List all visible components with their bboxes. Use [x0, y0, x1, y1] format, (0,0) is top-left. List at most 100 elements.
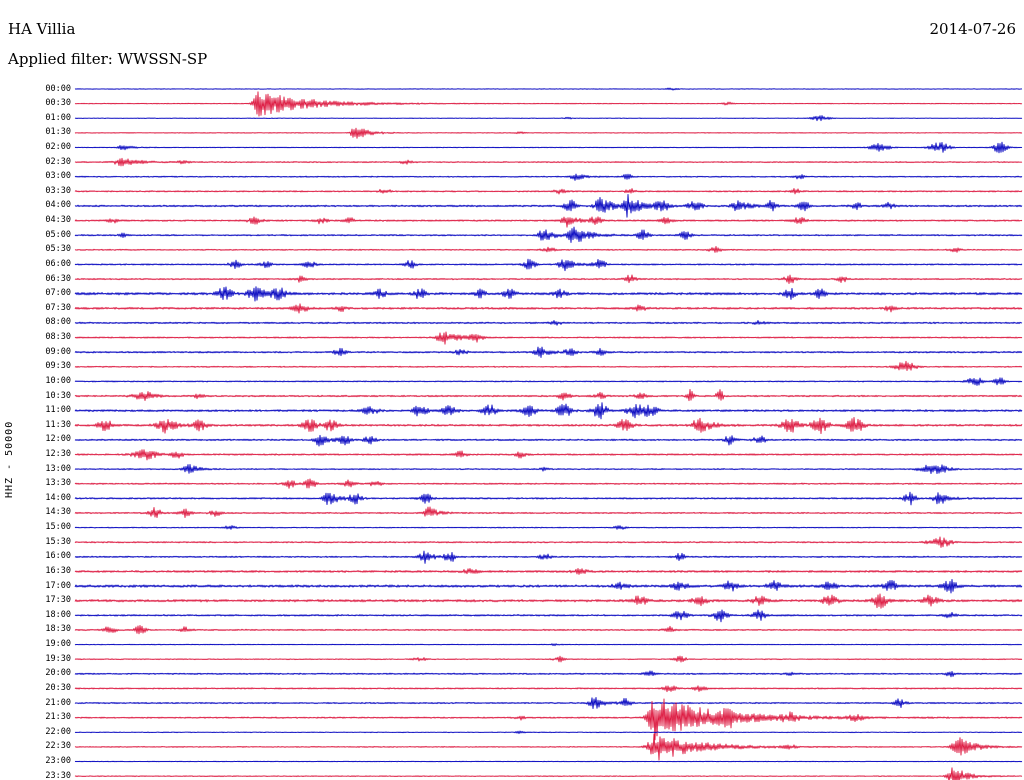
time-label: 21:30: [45, 712, 71, 723]
time-label: 22:00: [45, 726, 71, 737]
time-label: 20:00: [45, 668, 71, 679]
time-label: 18:30: [45, 624, 71, 635]
time-label: 02:00: [45, 141, 71, 152]
time-label: 04:00: [45, 200, 71, 211]
seismogram-trace: [74, 624, 1023, 635]
time-label: 17:30: [45, 595, 71, 606]
seismogram-trace: [74, 655, 1023, 663]
station-name: HA Villia: [8, 20, 76, 38]
seismogram-trace: [74, 550, 1023, 564]
seismogram-trace: [74, 127, 1023, 139]
seismogram-trace: [74, 536, 1023, 548]
time-label: 12:30: [45, 449, 71, 459]
seismogram-trace: [74, 157, 1023, 167]
time-label: 10:30: [45, 390, 71, 401]
time-label: 01:00: [45, 112, 71, 123]
time-label: 11:00: [45, 405, 71, 416]
time-label: 03:00: [45, 171, 71, 182]
time-label: 23:00: [45, 756, 71, 767]
time-label: 10:00: [45, 375, 71, 386]
seismogram-trace: [74, 194, 1023, 218]
seismogram-trace: [74, 525, 1023, 530]
time-label: 06:00: [45, 258, 71, 269]
time-label: 08:30: [45, 332, 71, 343]
seismogram-trace: [74, 346, 1023, 358]
seismogram-trace: [74, 173, 1023, 181]
seismogram-trace: [74, 733, 1023, 761]
seismogram-trace: [74, 402, 1023, 420]
seismogram-trace: [74, 464, 1023, 475]
seismogram-trace: [74, 643, 1023, 647]
time-label: 09:30: [45, 361, 71, 372]
seismogram-trace: [74, 434, 1023, 447]
seismogram-trace: [74, 730, 1023, 735]
seismogram-trace: [74, 188, 1023, 195]
seismogram-trace: [74, 258, 1023, 272]
seismogram-trace: [74, 320, 1023, 326]
time-label: 06:30: [45, 273, 71, 284]
time-label: 08:00: [45, 317, 71, 328]
seismogram-trace: [74, 377, 1023, 386]
time-label: 19:00: [45, 639, 71, 650]
seismogram-trace: [74, 416, 1023, 435]
time-label: 09:00: [45, 346, 71, 357]
time-label: 00:30: [45, 98, 71, 109]
time-label: 01:30: [45, 127, 71, 138]
seismogram-trace: [74, 568, 1023, 575]
seismogram-trace: [74, 303, 1023, 314]
time-label: 15:00: [45, 522, 71, 533]
time-label: 17:00: [45, 580, 71, 591]
seismogram-trace: [74, 286, 1023, 302]
seismogram-trace: [74, 141, 1023, 154]
time-label: 18:00: [45, 609, 71, 620]
time-label: 19:30: [45, 653, 71, 664]
seismogram-trace: [74, 609, 1023, 623]
seismogram-trace: [74, 698, 1023, 741]
time-label: 05:00: [45, 229, 71, 240]
seismogram-trace: [74, 274, 1023, 285]
seismogram-trace: [74, 670, 1023, 678]
seismogram-trace: [74, 697, 1023, 710]
seismogram-trace: [74, 331, 1023, 345]
time-label: 15:30: [45, 536, 71, 547]
time-label: 21:00: [45, 697, 71, 708]
time-label: 14:30: [45, 507, 71, 518]
time-label: 14:00: [45, 492, 71, 503]
time-label: 22:30: [45, 741, 71, 752]
seismogram-trace: [74, 767, 1023, 780]
time-label: 00:00: [45, 83, 71, 94]
seismogram-trace: [74, 115, 1023, 122]
time-label: 11:30: [45, 419, 71, 430]
time-label: 07:30: [45, 302, 71, 313]
time-label: 23:30: [45, 770, 71, 780]
seismogram-trace: [74, 91, 1023, 117]
time-label: 07:00: [45, 288, 71, 299]
time-label: 13:00: [45, 463, 71, 474]
seismogram-trace: [74, 360, 1023, 372]
record-date: 2014-07-26: [929, 20, 1016, 38]
seismogram-trace: [74, 685, 1023, 693]
time-label: 20:30: [45, 682, 71, 693]
time-label: 12:00: [45, 434, 71, 445]
time-label: 02:30: [45, 156, 71, 167]
seismogram-trace: [74, 87, 1023, 91]
time-label: 13:30: [45, 478, 71, 489]
seismogram-trace: [74, 246, 1023, 253]
filter-label: Applied filter: WWSSN-SP: [8, 50, 208, 68]
seismogram-trace: [74, 388, 1023, 402]
time-label: 04:30: [45, 215, 71, 226]
seismogram-trace: [74, 449, 1023, 461]
time-label: 16:30: [45, 565, 71, 576]
seismogram-trace: [74, 506, 1023, 519]
time-label: 03:30: [45, 185, 71, 196]
seismogram-trace: [74, 760, 1023, 763]
time-label: 16:00: [45, 551, 71, 562]
seismogram-trace: [74, 216, 1023, 228]
seismogram-trace: [74, 593, 1023, 609]
seismogram-trace: [74, 491, 1023, 506]
time-label: 05:30: [45, 244, 71, 255]
seismogram-trace: [74, 226, 1023, 243]
seismogram-trace: [74, 578, 1023, 594]
